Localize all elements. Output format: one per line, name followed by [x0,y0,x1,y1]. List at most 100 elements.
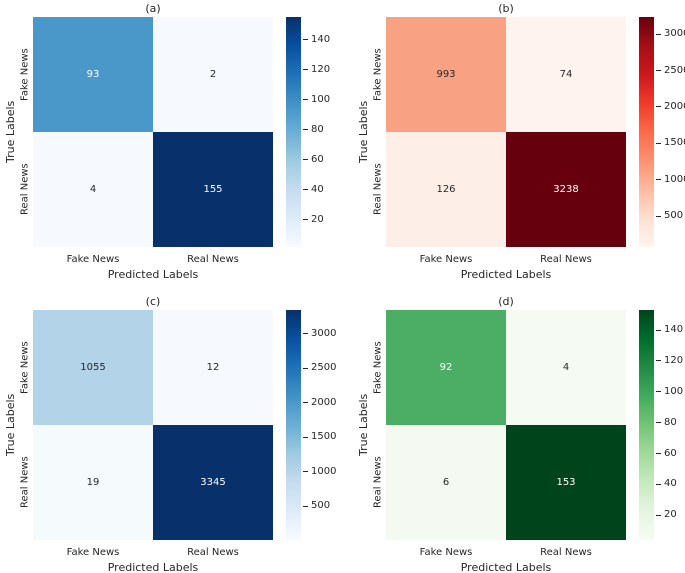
x-axis-label: Predicted Labels [460,561,552,573]
colorbar-tick-label: 60 [311,153,324,165]
colorbar-tick-a-60: 60 [303,153,324,165]
colorbar-tick-label: 1500 [664,137,685,149]
y-axis-label: True Labels [357,393,370,457]
y-tick-label-b-1: Real News [372,163,384,216]
heatmap-cell-a-r1c0: 4 [33,132,153,247]
colorbar-tick-mark [656,142,661,144]
colorbar-tick-a-100: 100 [303,93,331,105]
colorbar-tick-mark [656,514,661,516]
colorbar-tick-mark [656,360,661,362]
colorbar-tick-mark [303,129,308,131]
colorbar-tick-label: 1500 [311,431,337,443]
panel-inner-a: (a) 93 2 4 155 True Labels Fake News Real News F… [0,0,342,287]
y-tick-label-d-0: Fake News [372,341,384,394]
colorbar-tick-label: 2000 [311,396,337,408]
colorbar-tick-label: 20 [311,213,324,225]
colorbar-tick-label: 60 [664,447,677,459]
colorbar-tick-label: 40 [311,183,324,195]
colorbar-tick-mark [656,483,661,485]
y-tick-label-c-0: Fake News [19,341,31,394]
colorbar-tick-label: 3000 [664,28,685,40]
colorbar-tick-b-1500: 1500 [656,138,685,148]
x-tick-label-d-0: Fake News [419,547,473,558]
x-tick-label-c-0: Fake News [66,547,120,558]
y-tick-label-d-1: Real News [372,456,384,509]
panel-title-a: (a) [145,2,161,15]
heatmap-c: 1055 12 19 3345 [33,310,273,540]
colorbar-tick-b-2000: 2000 [656,100,685,112]
colorbar-tick-mark [303,69,308,71]
heatmap-cell-b-r0c0: 993 [386,17,506,132]
colorbar-tick-label: 80 [664,416,677,428]
colorbar-tick-label: 40 [664,478,677,490]
y-axis-label: True Labels [4,393,17,457]
colorbar-tick-label: 80 [311,123,324,135]
panel-inner-b: (b) 993 74 126 3238 True Labels Fake News Real … [342,0,685,287]
colorbar-tick-label: 100 [311,93,331,105]
colorbar-tick-a-80: 80 [303,123,324,135]
x-tick-label-d-1: Real News [540,547,592,558]
colorbar-tick-b-3000: 3000 [656,29,685,39]
colorbar-tick-label: 20 [664,509,677,521]
colorbar-tick-d-100: 100 [656,386,683,397]
colorbar-tick-label: 120 [311,63,331,75]
colorbar-tick-mark [303,99,308,101]
colorbar-tick-d-120: 120 [656,354,684,366]
colorbar-tick-a-20: 20 [303,213,324,225]
colorbar-tick-c-2500: 2500 [303,363,336,373]
panel-c: (c) 1055 12 19 3345 True Labels Fake News Real … [0,287,342,573]
colorbar-tick-mark [656,391,661,393]
colorbar-tick-label: 500 [664,210,684,222]
colorbar-tick-mark [303,436,308,438]
heatmap-cell-c-r0c0: 1055 [33,310,153,425]
x-axis-label: Predicted Labels [460,268,552,281]
colorbar-tick-label: 3000 [311,327,337,339]
panel-inner-c: (c) 1055 12 19 3345 True Labels Fake News Real … [0,293,342,573]
colorbar-tick-label: 2000 [664,100,685,112]
colorbar-tick-mark [303,189,308,191]
heatmap-cell-a-r1c1: 155 [153,132,273,247]
colorbar-b [639,17,654,247]
heatmap-cell-a-r0c0: 93 [33,17,153,132]
colorbar-tick-mark [656,215,661,217]
colorbar-tick-b-2500: 2500 [656,64,685,76]
colorbar-tick-mark [303,471,308,473]
heatmap-a: 93 2 4 155 [33,17,273,247]
x-tick-label-a-0: Fake News [66,254,120,265]
colorbar-tick-mark [303,367,308,369]
y-tick-label-b-0: Fake News [372,48,384,101]
panel-d: (d) 92 4 6 153 True Labels Fake News Real News F… [342,287,685,573]
y-tick-label-c-1: Real News [19,456,31,509]
y-tick-label-a-0: Fake News [19,48,31,101]
heatmap-cell-c-r0c1: 12 [153,310,273,425]
colorbar-tick-c-3000: 3000 [303,327,337,339]
heatmap-cell-d-r0c0: 92 [386,310,506,425]
y-tick-label-a-1: Real News [19,163,31,216]
colorbar-tick-c-1000: 1000 [303,466,336,477]
colorbar-tick-d-60: 60 [656,447,677,459]
heatmap-cell-b-r1c0: 126 [386,132,506,247]
x-tick-label-c-1: Real News [187,547,239,558]
heatmap-cell-d-r0c1: 4 [506,310,626,425]
colorbar-tick-mark [656,329,661,331]
colorbar-tick-label: 1000 [664,173,685,185]
colorbar-tick-mark [303,159,308,161]
panel-title-c: (c) [145,295,161,308]
colorbar-tick-b-1000: 1000 [656,173,685,185]
y-axis-label: True Labels [357,100,370,164]
colorbar-tick-label: 2500 [664,64,685,76]
panel-a: (a) 93 2 4 155 True Labels Fake News Real News F… [0,0,342,287]
panel-inner-d: (d) 92 4 6 153 True Labels Fake News Real News F… [342,293,685,573]
x-tick-label-b-1: Real News [540,254,592,265]
colorbar-tick-b-500: 500 [656,211,683,221]
colorbar-tick-c-500: 500 [303,501,330,511]
colorbar-tick-label: 120 [664,354,684,366]
colorbar-c [286,310,301,540]
heatmap-cell-b-r0c1: 74 [506,17,626,132]
panel-title-d: (d) [498,295,514,308]
colorbar-tick-a-120: 120 [303,63,331,75]
colorbar-tick-d-140: 140 [656,325,683,335]
colorbar-tick-mark [656,422,661,424]
panel-title-b: (b) [498,2,514,15]
colorbar-tick-c-2000: 2000 [303,396,337,408]
